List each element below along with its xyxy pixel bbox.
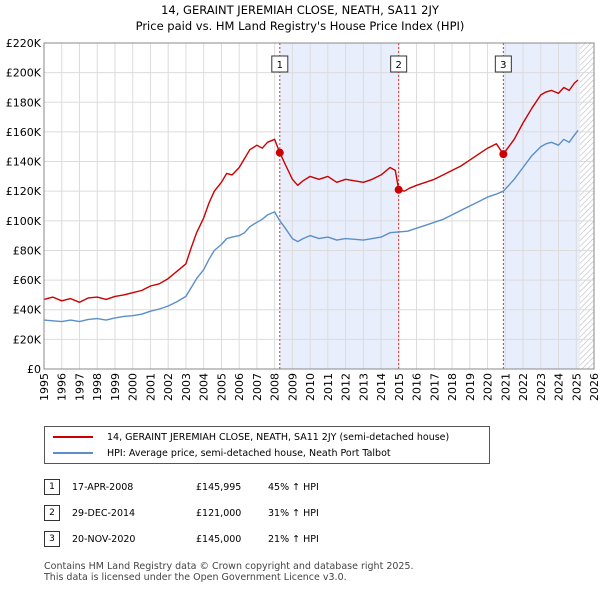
legend-label-hpi: HPI: Average price, semi-detached house,… — [107, 447, 391, 459]
sale-marker-1: 1 — [44, 479, 60, 495]
x-tick-label: 2001 — [144, 373, 157, 401]
sales-table: 1 17-APR-2008 £145,995 45% ↑ HPI 2 29-DE… — [44, 474, 319, 552]
sale-price-2: £121,000 — [196, 507, 242, 519]
x-tick-label: 2011 — [322, 373, 335, 401]
legend-swatch-property — [53, 436, 93, 438]
x-tick-label: 2005 — [215, 373, 228, 401]
series-line-hpi — [43, 129, 579, 323]
sale-period-shade-2 — [503, 43, 580, 369]
x-tick-label: 2020 — [482, 373, 495, 401]
sale-date-3: 20-NOV-2020 — [72, 533, 136, 545]
legend-swatch-hpi — [53, 452, 93, 454]
sale-period-shade-1 — [279, 43, 399, 369]
footer-licence: This data is licensed under the Open Gov… — [44, 572, 347, 583]
x-tick-label: 2000 — [127, 373, 140, 401]
legend-label-property: 14, GERAINT JEREMIAH CLOSE, NEATH, SA11 … — [107, 431, 450, 443]
sale-row-3: 3 20-NOV-2020 £145,000 21% ↑ HPI — [44, 526, 319, 552]
sale-row-1: 1 17-APR-2008 £145,995 45% ↑ HPI — [44, 474, 319, 500]
sale-label-box-1 — [271, 55, 289, 73]
x-tick-label: 1999 — [109, 373, 122, 401]
sale-label-1: 1 — [277, 60, 283, 71]
x-tick-label: 2016 — [411, 373, 424, 401]
y-tick-label: £0 — [27, 363, 41, 376]
x-tick-label: 2017 — [428, 373, 441, 401]
sale-point-3 — [499, 150, 508, 159]
forecast-hatch — [579, 43, 594, 369]
sale-point-1 — [275, 148, 284, 157]
legend-item-hpi: HPI: Average price, semi-detached house,… — [53, 446, 391, 460]
y-tick-label: £120K — [6, 185, 42, 198]
legend: 14, GERAINT JEREMIAH CLOSE, NEATH, SA11 … — [44, 426, 490, 464]
x-tick-label: 2013 — [357, 373, 370, 401]
sale-row-2: 2 29-DEC-2014 £121,000 31% ↑ HPI — [44, 500, 319, 526]
sale-hpi-2: 31% ↑ HPI — [268, 507, 319, 519]
sale-point-2 — [394, 185, 403, 194]
chart-title-line1: 14, GERAINT JEREMIAH CLOSE, NEATH, SA11 … — [161, 3, 439, 17]
plot-border — [43, 42, 595, 370]
sale-label-2: 2 — [395, 60, 401, 71]
y-tick-label: £140K — [6, 156, 42, 169]
x-tick-label: 2006 — [233, 373, 246, 401]
y-tick-label: £180K — [6, 96, 42, 109]
y-tick-label: £220K — [6, 37, 42, 50]
y-tick-label: £100K — [6, 215, 42, 228]
sale-marker-3: 3 — [44, 531, 60, 547]
sale-date-2: 29-DEC-2014 — [72, 507, 136, 519]
x-tick-label: 2014 — [375, 373, 388, 401]
price-chart: £0 £20K £40K £60K £80K £100K £120K £140K £160K £1… — [6, 37, 600, 401]
sale-hpi-3: 21% ↑ HPI — [268, 533, 319, 545]
x-tick-label: 2003 — [180, 373, 193, 401]
chart-title-line2: Price paid vs. HM Land Registry's House … — [135, 19, 465, 33]
x-tick-label: 2010 — [304, 373, 317, 401]
x-tick-label: 2025 — [570, 373, 583, 401]
x-tick-label: 2015 — [393, 373, 406, 401]
x-tick-label: 2004 — [198, 373, 211, 401]
sale-price-3: £145,000 — [196, 533, 242, 545]
x-tick-label: 2022 — [517, 373, 530, 401]
x-tick-label: 2023 — [535, 373, 548, 401]
sale-date-1: 17-APR-2008 — [72, 481, 134, 493]
y-tick-label: £60K — [13, 274, 42, 287]
x-tick-label: 2002 — [162, 373, 175, 401]
sale-price-1: £145,995 — [196, 481, 242, 493]
x-tick-label: 2026 — [588, 373, 600, 401]
legend-item-property: 14, GERAINT JEREMIAH CLOSE, NEATH, SA11 … — [53, 430, 449, 444]
footer: Contains HM Land Registry data © Crown c… — [44, 561, 414, 583]
sale-label-box-3 — [494, 55, 512, 73]
x-tick-label: 2021 — [499, 373, 512, 401]
y-tick-label: £20K — [13, 333, 42, 346]
sale-label-3: 3 — [500, 60, 506, 71]
sale-label-box-2 — [390, 55, 408, 73]
x-tick-label: 1998 — [91, 373, 104, 401]
sale-marker-2: 2 — [44, 505, 60, 521]
sale-hpi-1: 45% ↑ HPI — [268, 481, 319, 493]
x-tick-label: 2018 — [446, 373, 459, 401]
y-tick-label: £80K — [13, 244, 42, 257]
x-tick-label: 1997 — [73, 373, 86, 401]
y-tick-label: £200K — [6, 67, 42, 80]
x-tick-label: 2008 — [269, 373, 282, 401]
y-tick-label: £160K — [6, 126, 42, 139]
x-tick-label: 1996 — [56, 373, 69, 401]
y-tick-label: £40K — [13, 304, 42, 317]
x-tick-label: 2024 — [553, 373, 566, 401]
footer-copyright: Contains HM Land Registry data © Crown c… — [44, 561, 414, 572]
x-tick-label: 2012 — [340, 373, 353, 401]
x-tick-label: 2019 — [464, 373, 477, 401]
x-tick-label: 2007 — [251, 373, 264, 401]
x-tick-label: 1995 — [38, 373, 51, 401]
x-tick-label: 2009 — [286, 373, 299, 401]
